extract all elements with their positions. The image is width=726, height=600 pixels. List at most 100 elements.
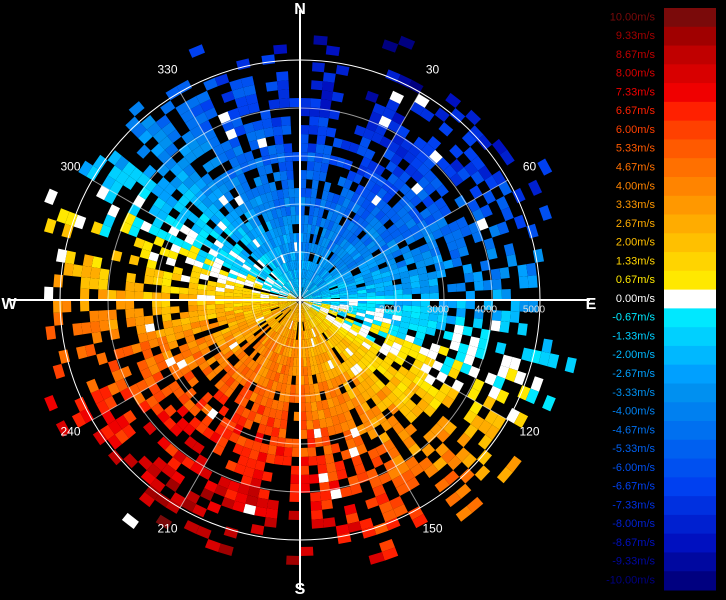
range-gate xyxy=(368,552,385,565)
range-gate xyxy=(74,396,88,413)
range-gate xyxy=(538,351,551,367)
range-gate xyxy=(272,353,280,363)
range-gate xyxy=(107,204,120,218)
range-gate xyxy=(373,278,384,285)
range-gate xyxy=(312,419,321,430)
range-gate xyxy=(215,307,225,314)
range-gate xyxy=(435,442,450,457)
range-gate xyxy=(387,120,401,133)
colorbar-swatch xyxy=(664,120,716,140)
range-gate xyxy=(283,262,289,272)
colorbar-label: -4.00m/s xyxy=(612,406,655,418)
range-gate xyxy=(310,287,319,293)
range-gate xyxy=(140,115,156,130)
range-gate xyxy=(290,270,295,280)
range-gate xyxy=(207,192,219,204)
range-gate xyxy=(200,99,215,112)
range-gate xyxy=(215,286,225,293)
range-gate xyxy=(303,260,307,270)
range-gate xyxy=(327,359,335,370)
range-gate xyxy=(143,421,157,436)
range-gate xyxy=(221,90,235,103)
range-gate xyxy=(311,328,317,338)
range-gate xyxy=(361,390,372,402)
range-gate xyxy=(218,183,230,195)
range-gate xyxy=(405,477,420,491)
range-gate xyxy=(250,361,259,372)
range-gate xyxy=(301,312,304,322)
range-gate xyxy=(271,190,279,201)
range-gate xyxy=(326,462,337,473)
range-gate xyxy=(355,315,365,321)
range-gate xyxy=(216,220,228,232)
range-gate xyxy=(303,233,307,243)
range-gate xyxy=(365,310,376,316)
range-gate xyxy=(286,170,294,180)
range-gate xyxy=(170,306,180,314)
range-gate xyxy=(369,359,380,369)
range-gate xyxy=(311,291,321,296)
range-gate xyxy=(234,312,244,318)
range-gate xyxy=(498,181,513,196)
range-gate xyxy=(264,425,273,436)
range-gate xyxy=(354,336,364,345)
range-gate xyxy=(205,338,217,347)
range-gate xyxy=(318,267,326,276)
range-gate xyxy=(378,243,390,253)
range-gate xyxy=(115,414,130,430)
range-gate xyxy=(408,443,422,457)
range-gate xyxy=(446,240,458,252)
range-gate xyxy=(239,376,249,387)
range-gate xyxy=(206,308,216,315)
range-gate xyxy=(62,300,72,313)
range-gate xyxy=(202,223,213,235)
range-gate xyxy=(303,294,313,299)
range-gate xyxy=(219,269,229,277)
range-gate xyxy=(199,120,213,133)
range-gate xyxy=(300,278,303,288)
range-gate xyxy=(364,213,375,224)
range-gate xyxy=(152,307,162,316)
range-gate xyxy=(122,161,136,176)
range-gate xyxy=(253,383,262,395)
range-gate xyxy=(138,455,153,471)
range-gate xyxy=(333,385,342,397)
range-gate xyxy=(371,269,381,277)
range-gate xyxy=(181,323,192,332)
range-gate xyxy=(497,365,510,379)
range-gate xyxy=(302,278,305,288)
range-gate xyxy=(315,373,322,384)
range-gate xyxy=(326,339,335,349)
range-gate xyxy=(256,404,266,416)
range-gate xyxy=(355,279,365,285)
range-gate xyxy=(506,254,518,267)
range-gate xyxy=(107,359,120,373)
range-gate xyxy=(468,221,481,235)
range-gate xyxy=(374,123,388,137)
range-gate xyxy=(196,201,209,213)
range-gate xyxy=(320,270,329,279)
range-gate xyxy=(244,315,255,321)
range-gate xyxy=(289,260,294,271)
range-gate xyxy=(398,171,412,184)
range-gate xyxy=(288,301,297,306)
range-gate xyxy=(223,362,234,373)
range-gate xyxy=(192,504,207,518)
colorbar-label: 9.33m/s xyxy=(616,30,656,42)
range-gate xyxy=(235,216,245,227)
range-gate xyxy=(329,406,338,417)
range-gate xyxy=(353,435,364,447)
range-gate xyxy=(468,125,484,141)
range-gate xyxy=(382,317,392,325)
range-gate xyxy=(328,309,338,315)
range-gate xyxy=(187,229,199,240)
range-gate xyxy=(222,330,233,339)
range-gate xyxy=(234,333,244,342)
range-gate xyxy=(398,326,409,335)
range-gate xyxy=(260,293,270,297)
range-gate xyxy=(254,506,267,518)
range-gate xyxy=(192,350,203,361)
range-gate xyxy=(317,382,325,392)
range-gate xyxy=(366,350,376,360)
range-gate xyxy=(189,404,201,417)
